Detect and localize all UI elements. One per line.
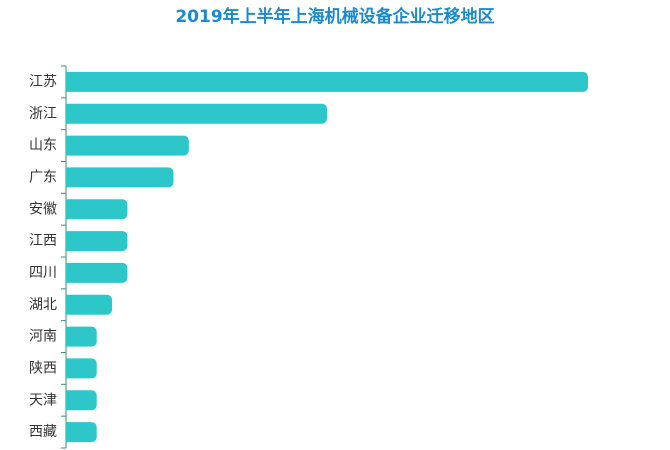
y-tick-label: 广东: [29, 169, 57, 185]
y-tick-label: 浙江: [29, 106, 57, 122]
bar: [66, 167, 174, 188]
y-tick-label: 四川: [29, 265, 57, 281]
bar: [66, 422, 97, 443]
chart-title: 2019年上半年上海机械设备企业迁移地区: [175, 6, 494, 27]
bar: [66, 294, 113, 315]
bar: [66, 103, 327, 124]
bar: [66, 358, 97, 379]
y-tick-label: 江西: [29, 233, 57, 249]
bar: [66, 262, 128, 283]
y-tick-label: 天津: [29, 392, 57, 408]
bar: [66, 231, 128, 252]
y-tick-label: 河南: [29, 329, 57, 345]
bar: [66, 390, 97, 411]
y-tick-label: 安徽: [29, 201, 57, 217]
bar: [66, 326, 97, 347]
bar: [66, 135, 189, 156]
y-tick-label: 湖北: [29, 297, 57, 313]
y-tick-label: 西藏: [29, 424, 57, 440]
bar: [66, 71, 588, 92]
y-tick-label: 江苏: [29, 74, 57, 90]
y-tick-label: 山东: [29, 138, 57, 154]
bar: [66, 199, 128, 220]
y-tick-label: 陕西: [29, 360, 57, 376]
